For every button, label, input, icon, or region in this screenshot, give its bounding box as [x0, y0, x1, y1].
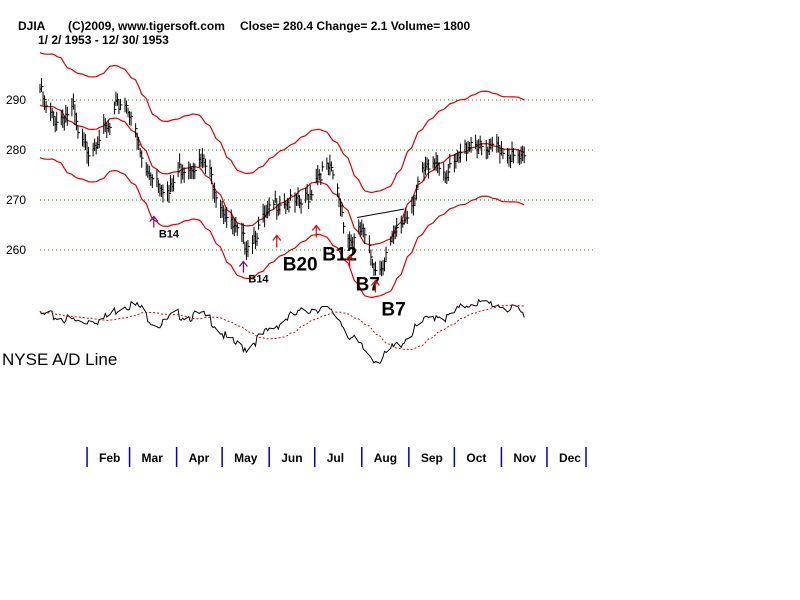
signal-label: B20 [283, 255, 318, 276]
price-grid [40, 99, 594, 251]
price-bars [39, 77, 527, 277]
stats-label: Close= 280.4 Change= 2.1 Volume= 1800 [240, 19, 471, 33]
signal-label: B14 [248, 274, 269, 286]
month-label-nov: Nov [513, 451, 536, 465]
ytick-label-270: 270 [6, 193, 26, 207]
month-label-may: May [234, 451, 258, 465]
price-axis: 260 270 280 290 [6, 93, 26, 257]
month-label-oct: Oct [466, 451, 486, 465]
date-range-label: 1/ 2/ 1953 - 12/ 30/ 1953 [38, 33, 169, 47]
signal-label: B7 [356, 275, 380, 296]
moving-average-line [39, 104, 525, 246]
month-label-feb: Feb [99, 451, 120, 465]
bollinger-bands [39, 52, 525, 298]
month-label-dec: Dec [559, 451, 581, 465]
ytick-label-260: 260 [6, 243, 26, 257]
month-label-jun: Jun [281, 451, 302, 465]
month-axis: Feb Mar Apr May Jun Jul Aug Sep Oct Nov Dec [86, 447, 587, 467]
buy-arrow-head [345, 254, 355, 261]
ad-line [39, 298, 525, 365]
ad-line-panel [39, 298, 525, 365]
buy-arrow-head [311, 224, 321, 231]
month-label-mar: Mar [142, 451, 164, 465]
buy-arrow-head [149, 215, 159, 222]
ytick-label-290: 290 [6, 93, 26, 107]
ad-line-title: NYSE A/D Line [2, 350, 117, 369]
lower-band-line [39, 157, 525, 298]
trendline [357, 208, 405, 218]
upper-band-line [39, 52, 525, 193]
signal-label: B7 [381, 300, 405, 321]
month-label-apr: Apr [189, 451, 210, 465]
buy-arrow-head [238, 260, 248, 267]
month-label-sep: Sep [421, 451, 443, 465]
buy-arrow-head [272, 234, 282, 241]
ad-moving-average [39, 304, 525, 350]
month-label-aug: Aug [374, 451, 397, 465]
copyright-label: (C)2009, www.tigersoft.com [68, 19, 225, 33]
resistance-trendline [357, 208, 405, 218]
symbol-label: DJIA [18, 19, 46, 33]
signal-label: B14 [159, 229, 180, 241]
buy-arrow-head [370, 279, 380, 286]
signal-label: B12 [322, 245, 357, 266]
ytick-label-280: 280 [6, 143, 26, 157]
month-label-jul: Jul [327, 451, 344, 465]
